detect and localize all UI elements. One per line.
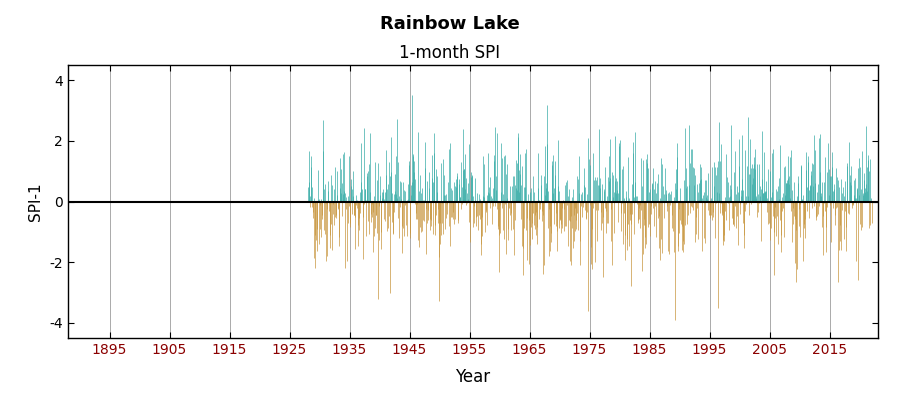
Y-axis label: SPI-1: SPI-1 [29,182,43,221]
X-axis label: Year: Year [454,368,490,386]
Text: Rainbow Lake: Rainbow Lake [380,15,520,33]
Text: 1-month SPI: 1-month SPI [400,44,500,62]
